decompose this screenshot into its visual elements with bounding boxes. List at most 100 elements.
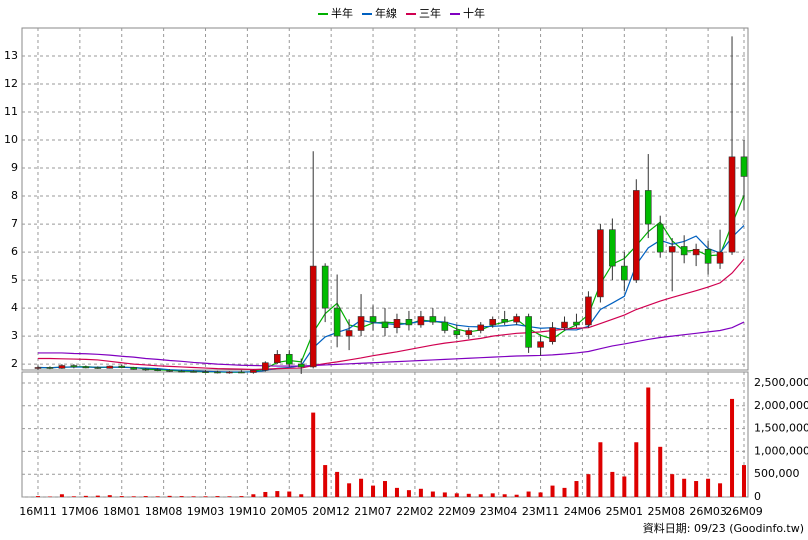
x-tick-label: 25M01 xyxy=(606,505,644,518)
candle-body xyxy=(34,367,42,369)
volume-bar xyxy=(227,496,232,497)
candle-body xyxy=(429,316,437,323)
volume-bar xyxy=(634,442,639,497)
candle-body xyxy=(238,371,245,374)
x-tick-label: 21M07 xyxy=(354,505,392,518)
candle-body xyxy=(106,365,114,369)
volume-bar xyxy=(418,488,423,497)
volume-bar xyxy=(658,446,663,497)
candle-body xyxy=(597,229,604,298)
legend-label: 十年 xyxy=(463,6,485,20)
y-tick-label: 10 xyxy=(4,133,18,146)
x-tick-label: 20M12 xyxy=(312,505,350,518)
volume-bar xyxy=(95,495,100,497)
candle-body xyxy=(154,369,161,372)
candle-body xyxy=(417,316,425,326)
candle-body xyxy=(202,371,209,373)
candle-body xyxy=(262,362,269,371)
ma-line xyxy=(37,321,745,367)
volume-panel xyxy=(21,371,749,498)
volume-bar xyxy=(394,487,399,497)
volume-bar xyxy=(741,465,746,497)
x-tick-label: 26M03 xyxy=(689,505,727,518)
x-tick-label: 18M01 xyxy=(103,505,141,518)
candle-body xyxy=(274,354,281,364)
y-tick-label: 3 xyxy=(11,329,18,342)
volume-bar xyxy=(263,491,268,497)
volume-bar xyxy=(514,494,519,497)
volume-bar xyxy=(335,471,340,497)
volume-bar xyxy=(203,496,208,497)
legend-label: 三年 xyxy=(419,6,441,20)
candle-body xyxy=(226,371,233,374)
volume-bar xyxy=(71,496,76,497)
candle-body xyxy=(369,316,377,323)
candle-body xyxy=(94,367,102,369)
volume-bar xyxy=(550,485,555,497)
candle-body xyxy=(70,365,78,368)
candle-body xyxy=(489,319,496,326)
candle-body xyxy=(573,321,580,326)
y2-tick-label: 0 xyxy=(754,490,761,503)
candle-body xyxy=(632,190,640,281)
volume-bar xyxy=(191,496,196,497)
candle-body xyxy=(728,156,736,253)
y2-tick-label: 1,500,000 xyxy=(754,422,808,435)
candle-body xyxy=(58,365,66,369)
volume-bar xyxy=(730,398,735,497)
candle-body xyxy=(501,319,508,323)
volume-bar xyxy=(454,493,459,497)
candle-body xyxy=(178,370,185,373)
volume-bar xyxy=(359,478,364,497)
candle-body xyxy=(381,321,389,329)
candle-body xyxy=(692,248,700,256)
volume-bar xyxy=(347,483,352,497)
x-tick-label: 23M11 xyxy=(522,505,560,518)
volume-bar xyxy=(466,493,471,497)
candle-body xyxy=(309,265,317,368)
legend-label: 年線 xyxy=(375,6,397,20)
volume-bar xyxy=(622,476,627,497)
y-tick-label: 4 xyxy=(11,301,18,314)
volume-bar xyxy=(311,412,316,497)
volume-bar xyxy=(574,481,579,497)
candle-body xyxy=(477,324,485,331)
candle-body xyxy=(680,246,688,256)
candle-body xyxy=(549,327,556,343)
volume-bar xyxy=(526,491,531,497)
volume-bar xyxy=(107,495,112,497)
candle-body xyxy=(537,341,544,348)
y-tick-label: 5 xyxy=(11,273,18,286)
y2-tick-label: 500,000 xyxy=(754,467,800,480)
candle-body xyxy=(333,307,341,337)
candle-body xyxy=(621,265,628,281)
legend: 半年 年線 三年 十年 xyxy=(318,6,485,20)
candle-body xyxy=(142,368,149,371)
candle-body xyxy=(740,156,748,177)
volume-bar xyxy=(143,496,148,497)
x-tick-label: 18M08 xyxy=(145,505,183,518)
candle-body xyxy=(405,319,413,326)
volume-bar xyxy=(610,471,615,497)
candle-body xyxy=(441,321,449,331)
candle-body xyxy=(609,229,616,267)
volume-bar xyxy=(490,493,495,497)
candle-body xyxy=(644,190,652,225)
ma-line xyxy=(37,258,745,371)
volume-bar xyxy=(287,491,292,497)
footer: 資料日期: 09/23 (Goodinfo.tw) xyxy=(643,521,804,535)
volume-bar xyxy=(167,495,172,497)
volume-bar xyxy=(562,487,567,497)
x-tick-label: 22M02 xyxy=(396,505,434,518)
volume-bar xyxy=(598,442,603,497)
volume-bar xyxy=(239,496,244,497)
candle-body xyxy=(250,369,257,373)
candle-body xyxy=(297,363,305,368)
volume-bar xyxy=(59,494,64,497)
candle-body xyxy=(46,367,54,369)
legend-label: 半年 xyxy=(331,6,353,20)
volume-bar xyxy=(275,491,280,497)
candle-body xyxy=(525,316,532,348)
